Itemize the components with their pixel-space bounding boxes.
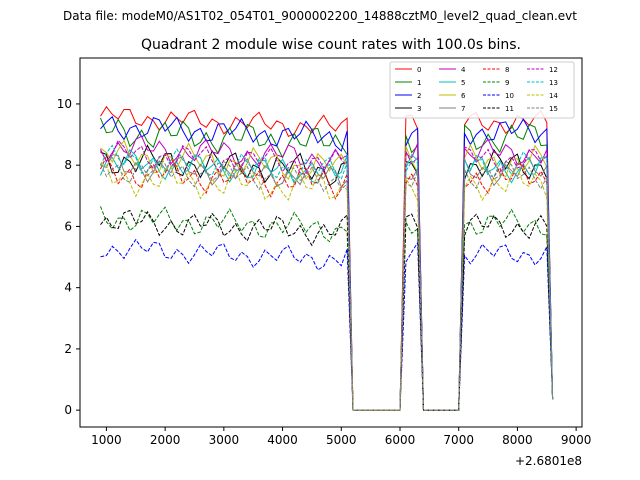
- x-axis: 1000 2000 3000 4000 5000 6000 7000 8000 9000: [91, 427, 591, 447]
- y-axis: 0 2 4 6 8 10: [57, 97, 80, 417]
- x-tick-label: 8000: [502, 433, 533, 447]
- legend-label-13: 13: [549, 79, 558, 87]
- x-offset-label: +2.6801e8: [515, 454, 582, 468]
- legend-label-1: 1: [417, 79, 421, 87]
- axes-frame: [79, 57, 583, 428]
- y-tick-label: 8: [64, 158, 72, 172]
- y-tick-label: 2: [64, 342, 72, 356]
- x-tick-label: 9000: [561, 433, 592, 447]
- x-tick-label: 2000: [150, 433, 181, 447]
- x-tick-label: 4000: [267, 433, 298, 447]
- y-tick-label: 10: [57, 97, 72, 111]
- series-line-7: [100, 154, 554, 411]
- y-tick-label: 6: [64, 219, 72, 233]
- plot-lines: [100, 105, 554, 411]
- y-tick-label: 4: [64, 281, 72, 295]
- x-tick-label: 3000: [209, 433, 240, 447]
- series-line-1: [100, 117, 554, 411]
- legend-label-2: 2: [417, 92, 421, 100]
- legend-label-0: 0: [417, 66, 421, 74]
- legend-box: [389, 61, 575, 119]
- series-line-12: [100, 139, 554, 411]
- legend-label-15: 15: [549, 105, 558, 113]
- series-line-13: [100, 144, 554, 411]
- series-line-9: [100, 206, 554, 411]
- legend-label-14: 14: [549, 92, 558, 100]
- legend-label-7: 7: [461, 105, 465, 113]
- x-tick-label: 5000: [326, 433, 357, 447]
- series-line-6: [100, 139, 554, 411]
- series-line-2: [100, 115, 554, 411]
- x-tick-label: 6000: [385, 433, 416, 447]
- series-line-11: [100, 209, 554, 411]
- x-tick-label: 7000: [443, 433, 474, 447]
- series-line-8: [100, 155, 554, 411]
- legend-label-3: 3: [417, 105, 421, 113]
- y-tick-label: 0: [64, 403, 72, 417]
- legend-label-8: 8: [505, 66, 509, 74]
- legend-label-9: 9: [505, 79, 509, 87]
- legend-label-4: 4: [461, 66, 466, 74]
- series-line-14: [100, 162, 554, 411]
- legend-label-12: 12: [549, 66, 558, 74]
- legend-label-11: 11: [505, 105, 514, 113]
- chart-suptitle: Data file: modeM0/AS1T02_054T01_90000022…: [63, 9, 577, 23]
- series-line-0: [100, 105, 554, 411]
- chart-title: Quadrant 2 module wise count rates with …: [141, 37, 521, 53]
- series-line-10: [100, 238, 554, 411]
- legend-label-5: 5: [461, 79, 465, 87]
- x-tick-label: 1000: [91, 433, 122, 447]
- series-line-15: [100, 156, 554, 411]
- legend-label-10: 10: [505, 92, 514, 100]
- legend-label-6: 6: [461, 92, 466, 100]
- series-line-3: [100, 144, 554, 411]
